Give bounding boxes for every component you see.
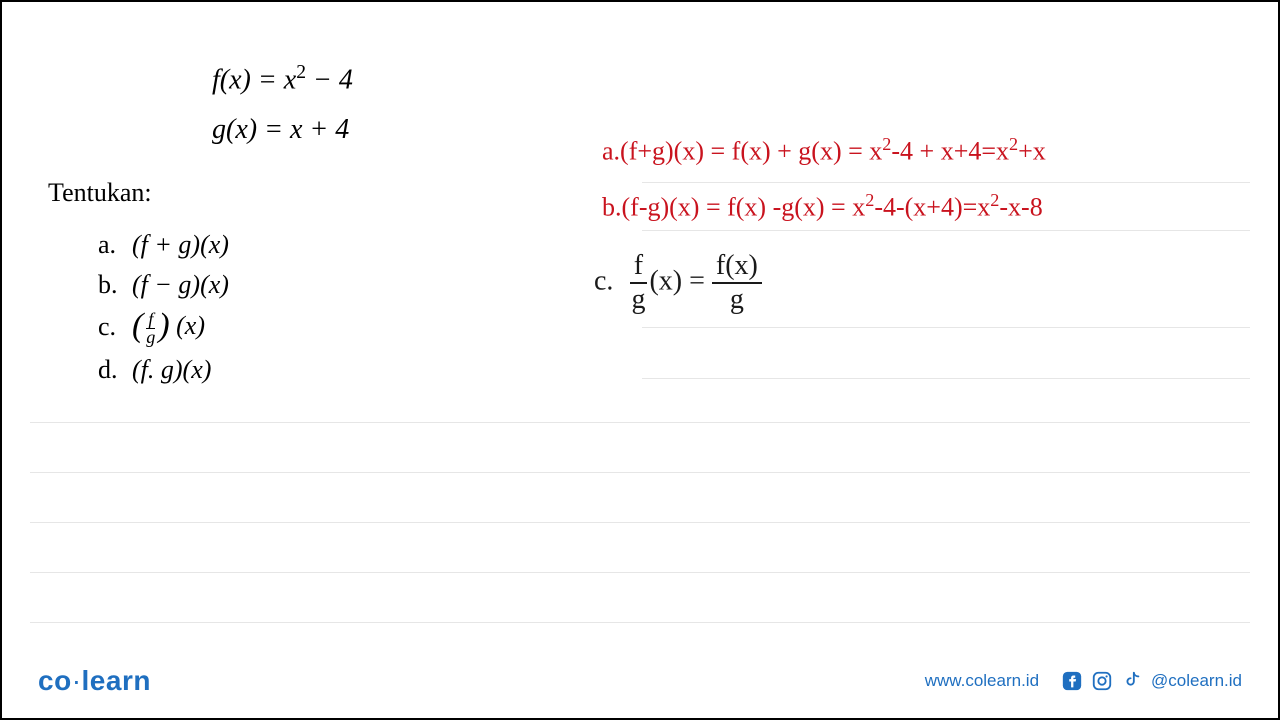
work-c-left-den: g [627,284,649,314]
content-area: f(x) = x2 − 4 g(x) = x + 4 Tentukan: a. … [2,2,1278,642]
f-tail: − 4 [306,64,353,95]
item-d-label: d. [98,355,132,385]
work-c-left-arg: (x) [649,265,682,296]
item-a: a. (f + g)(x) [98,230,229,260]
item-c-label: c. [98,312,132,342]
work-c-right-frac: f(x) g [712,252,762,314]
footer-url: www.colearn.id [925,671,1039,691]
footer-right: www.colearn.id @colearn.id [925,670,1242,692]
work-b-exp1: 2 [865,190,874,210]
work-c-left-num: f [630,252,647,284]
f-definition: f(x) = x2 − 4 [212,62,353,96]
g-definition: g(x) = x + 4 [212,114,353,146]
social-icons: @colearn.id [1061,670,1242,692]
item-d-text: (f. g)(x) [132,355,211,385]
work-c: c. f g (x) = f(x) g [594,252,762,314]
tiktok-icon [1121,670,1143,692]
question-items: a. (f + g)(x) b. (f − g)(x) c. (fg) (x) … [98,230,229,395]
rule-line [30,572,1250,573]
rule-line [642,182,1250,183]
rule-line [30,622,1250,623]
work-c-eq: = [689,265,712,296]
item-b-label: b. [98,270,132,300]
work-c-right-num: f(x) [712,252,762,284]
item-d: d. (f. g)(x) [98,355,229,385]
brand-logo: co·learn [38,665,151,697]
item-a-text: (f + g)(x) [132,230,229,260]
rule-line [30,422,1250,423]
work-a-post: +x [1018,137,1046,166]
work-a-mid: -4 + x+4=x [891,137,1009,166]
rule-line [642,327,1250,328]
item-a-label: a. [98,230,132,260]
rule-line [642,378,1250,379]
item-c-tail: (x) [176,311,205,340]
work-b-post: -x-8 [999,193,1042,222]
facebook-icon [1061,670,1083,692]
work-c-label: c. [594,265,613,296]
work-c-right-den: g [726,284,748,314]
instagram-icon [1091,670,1113,692]
page: f(x) = x2 − 4 g(x) = x + 4 Tentukan: a. … [2,2,1278,718]
footer-handle: @colearn.id [1151,671,1242,691]
f-exponent: 2 [296,62,306,83]
work-c-left-frac: f g [627,252,649,314]
prompt-label: Tentukan: [48,178,152,208]
fraction-icon: fg [144,311,157,345]
work-a-pre: a.(f+g)(x) = f(x) + g(x) = x [602,137,882,166]
rule-line [30,472,1250,473]
item-c: c. (fg) (x) [98,310,229,345]
footer: co·learn www.colearn.id @colearn.id [2,658,1278,718]
item-b-text: (f − g)(x) [132,270,229,300]
f-letter: f [212,64,220,95]
work-a: a.(f+g)(x) = f(x) + g(x) = x2-4 + x+4=x2… [602,134,1046,167]
work-a-exp1: 2 [882,134,891,154]
function-definitions: f(x) = x2 − 4 g(x) = x + 4 [212,62,353,164]
work-b: b.(f-g)(x) = f(x) -g(x) = x2-4-(x+4)=x2-… [602,190,1043,223]
frac-den: g [144,329,157,345]
f-arg: (x) = x [220,64,296,95]
rule-line [30,522,1250,523]
rule-line [642,230,1250,231]
work-a-exp2: 2 [1009,134,1018,154]
work-b-mid: -4-(x+4)=x [874,193,990,222]
logo-co: co [38,665,72,696]
item-c-expr: (fg) (x) [132,310,205,345]
work-b-pre: b.(f-g)(x) = f(x) -g(x) = x [602,193,865,222]
frac-num: f [146,311,155,328]
item-b: b. (f − g)(x) [98,270,229,300]
logo-learn: learn [82,665,151,696]
